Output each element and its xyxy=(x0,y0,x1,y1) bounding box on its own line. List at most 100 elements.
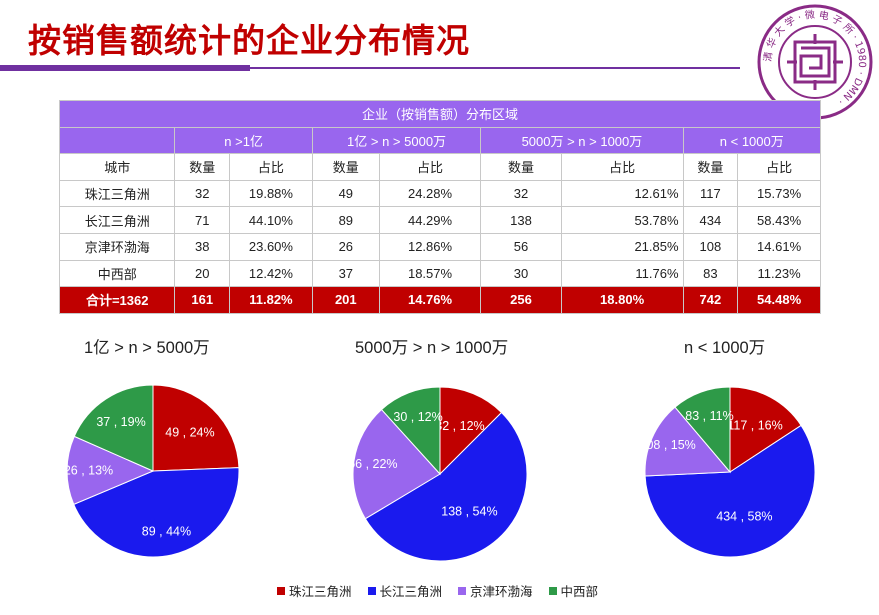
pie-data-label: 434 , 58% xyxy=(716,509,772,523)
legend-swatch xyxy=(548,586,557,595)
range-header: n < 1000万 xyxy=(682,126,822,155)
total-cell: 11.82% xyxy=(229,286,313,314)
table-cell: 44.29% xyxy=(378,206,482,234)
table-cell: 20 xyxy=(174,259,231,288)
table-cell: 53.78% xyxy=(560,206,684,234)
table-main-header: 企业（按销售额）分布区域 xyxy=(59,100,821,128)
legend-label: 京津环渤海 xyxy=(470,585,533,599)
pie-data-label: 30 , 12% xyxy=(393,410,442,424)
pie-chart-title: n < 1000万 xyxy=(684,339,766,357)
total-cell: 14.76% xyxy=(378,286,482,314)
total-cell: 201 xyxy=(311,286,380,314)
table-cell: 71 xyxy=(174,206,231,234)
range-header: 5000万 > n > 1000万 xyxy=(480,126,684,155)
table-cell: 44.10% xyxy=(229,206,313,234)
table-cell: 108 xyxy=(682,232,739,261)
table-cell: 12.61% xyxy=(560,179,684,208)
table-cell-city: 珠江三角洲 xyxy=(58,179,176,208)
pie-slice xyxy=(380,386,441,476)
table-cell: 117 xyxy=(682,179,739,208)
range-header: 1亿 > n > 5000万 xyxy=(311,126,482,155)
pie-slice xyxy=(352,408,441,520)
total-cell: 54.48% xyxy=(737,286,821,314)
column-header-pct: 占比 xyxy=(229,153,313,181)
total-cell: 742 xyxy=(682,286,739,314)
title-underline-thin xyxy=(250,67,740,69)
table-cell-city: 京津环渤海 xyxy=(58,232,176,261)
table-cell: 11.76% xyxy=(560,259,684,288)
table-row: 京津环渤海 38 23.60% 26 12.86% 56 21.85% 108 … xyxy=(58,232,821,261)
pie-data-label: 37 , 19% xyxy=(96,415,145,429)
pie-chart-title: 5000万 > n > 1000万 xyxy=(355,339,509,357)
pie-data-label: 32 , 12% xyxy=(435,419,484,433)
table-cell: 83 xyxy=(682,259,739,288)
total-label: 合计=1362 xyxy=(58,286,176,314)
column-header-count: 数量 xyxy=(174,153,231,181)
table-cell: 56 xyxy=(480,232,562,261)
table-cell: 12.42% xyxy=(229,259,313,288)
pie-slice xyxy=(73,467,240,558)
total-cell: 18.80% xyxy=(560,286,684,314)
table-cell: 32 xyxy=(480,179,562,208)
legend-item: 长江三角洲 xyxy=(367,581,443,600)
table-cell: 37 xyxy=(311,259,380,288)
table-cell: 30 xyxy=(480,259,562,288)
column-header-count: 数量 xyxy=(682,153,739,181)
range-header: n >1亿 xyxy=(174,126,313,155)
table-cell: 26 xyxy=(311,232,380,261)
pie-data-label: 83 , 11% xyxy=(685,409,733,423)
column-header-pct: 占比 xyxy=(378,153,482,181)
table-cell: 23.60% xyxy=(229,232,313,261)
legend-label: 珠江三角洲 xyxy=(289,585,352,599)
legend-label: 中西部 xyxy=(560,585,599,599)
pie-data-label: 49 , 24% xyxy=(165,426,214,440)
table-cell: 32 xyxy=(174,179,231,208)
legend-swatch xyxy=(277,586,285,595)
pie-slice xyxy=(152,384,240,472)
table-cell: 12.86% xyxy=(378,232,482,261)
table-cell-city: 中西部 xyxy=(58,259,176,288)
pie-slice xyxy=(66,435,155,506)
pie-slice xyxy=(439,386,503,476)
pie-data-label: 89 , 44% xyxy=(142,524,191,538)
pie-data-label: 56 , 22% xyxy=(348,457,397,471)
legend-swatch xyxy=(367,586,376,595)
column-header-count: 数量 xyxy=(311,153,380,181)
table-cell: 49 xyxy=(311,179,380,208)
legend-label: 长江三角洲 xyxy=(379,585,443,599)
chart-legend: 珠江三角洲 长江三角洲 京津环渤海 中西部 xyxy=(277,581,598,600)
pie-slice xyxy=(674,386,731,474)
distribution-table: 企业（按销售额）分布区域 n >1亿 1亿 > n > 5000万 5000万 … xyxy=(58,100,822,314)
column-header-count: 数量 xyxy=(480,153,562,181)
pie-slice xyxy=(729,386,802,473)
pie-data-label: 26 , 13% xyxy=(64,463,113,477)
table-total-row: 合计=1362 161 11.82% 201 14.76% 256 18.80%… xyxy=(58,286,821,314)
pie-slice xyxy=(73,384,154,472)
legend-item: 珠江三角洲 xyxy=(277,581,352,600)
column-header-pct: 占比 xyxy=(737,153,821,181)
table-cell: 58.43% xyxy=(737,206,821,234)
pie-slice xyxy=(364,411,528,562)
header-blank-cell xyxy=(58,126,176,155)
total-cell: 256 xyxy=(480,286,562,314)
legend-swatch xyxy=(458,586,467,595)
pie-slice xyxy=(644,424,816,558)
table-cell: 15.73% xyxy=(737,179,821,208)
pie-slice xyxy=(644,406,732,477)
pie-chart-title: 1亿 > n > 5000万 xyxy=(84,339,210,357)
column-header-city: 城市 xyxy=(58,153,176,181)
table-cell: 24.28% xyxy=(378,179,482,208)
table-row: 长江三角洲 71 44.10% 89 44.29% 138 53.78% 434… xyxy=(58,206,821,234)
pie-data-label: 138 , 54% xyxy=(441,505,497,519)
table-cell-city: 长江三角洲 xyxy=(58,206,176,234)
legend-item: 中西部 xyxy=(548,581,599,600)
table-row: 珠江三角洲 32 19.88% 49 24.28% 32 12.61% 117 … xyxy=(58,179,821,208)
pie-data-label: 108 , 15% xyxy=(640,438,696,452)
table-cell: 18.57% xyxy=(378,259,482,288)
title-underline-thick xyxy=(0,65,250,71)
page-title: 按销售额统计的企业分布情况 xyxy=(28,21,470,60)
column-header-pct: 占比 xyxy=(560,153,684,181)
table-cell: 89 xyxy=(311,206,380,234)
legend-item: 京津环渤海 xyxy=(458,581,533,600)
table-cell: 11.23% xyxy=(737,259,821,288)
